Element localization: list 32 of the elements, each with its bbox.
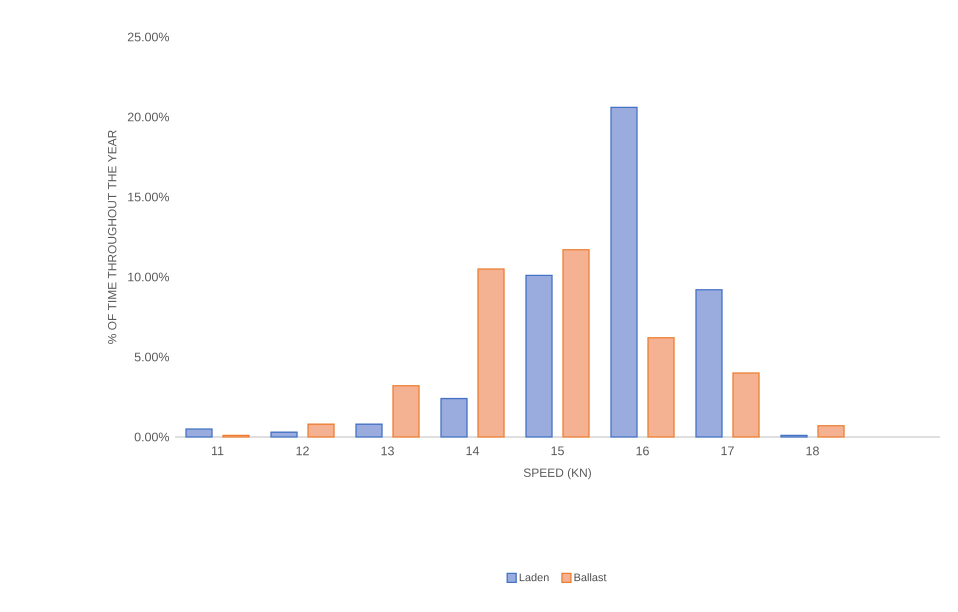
bar — [392, 385, 420, 438]
bar — [562, 249, 590, 438]
x-tick-label: 17 — [722, 446, 734, 456]
x-tick-label: 14 — [466, 446, 480, 456]
y-axis-title: % OF TIME THROUGHOUT THE YEAR — [108, 130, 116, 344]
x-tick-label: 11 — [212, 446, 224, 456]
x-tick-label: 15 — [552, 446, 564, 456]
x-axis-title: SPEED (KN) — [524, 468, 591, 480]
x-tick-label: 12 — [296, 446, 309, 456]
x-tick-label: 13 — [382, 446, 394, 456]
bar — [695, 289, 723, 438]
bar — [732, 372, 760, 438]
y-tick-label: 20.00% — [128, 112, 170, 122]
bar — [307, 424, 335, 438]
bar — [817, 425, 845, 438]
bar — [477, 268, 505, 438]
bar — [185, 428, 213, 438]
legend-label: Laden — [520, 573, 549, 582]
y-tick-label: 25.00% — [128, 32, 170, 42]
bar — [355, 424, 383, 438]
x-tick-label: 16 — [636, 446, 649, 456]
x-tick-label: 18 — [806, 446, 819, 456]
bar — [440, 398, 468, 438]
bar — [525, 274, 553, 438]
y-tick-label: 5.00% — [134, 352, 170, 362]
y-tick-label: 0.00% — [134, 432, 170, 442]
bar — [610, 106, 638, 438]
y-tick-label: 10.00% — [128, 272, 170, 282]
bar — [270, 432, 298, 438]
legend-label: Ballast — [574, 573, 606, 582]
bar — [647, 337, 675, 438]
y-tick-label: 15.00% — [128, 192, 170, 202]
